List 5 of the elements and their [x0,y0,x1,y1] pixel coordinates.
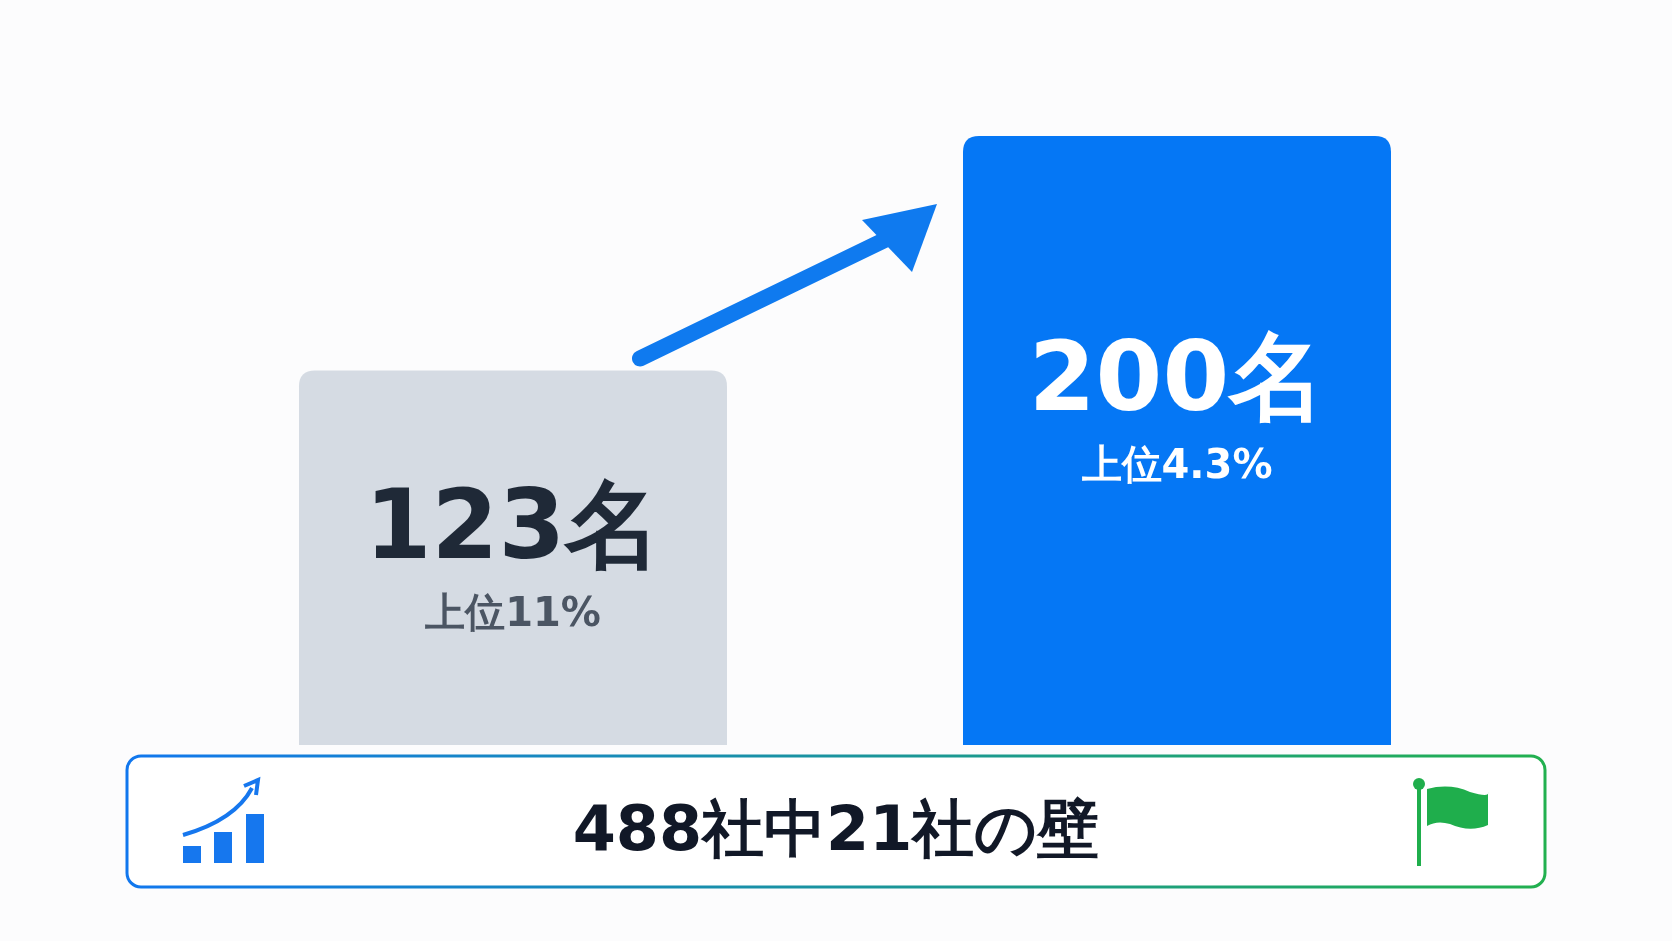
text: 488社中21社の壁 [572,792,1100,865]
data-label: 200名 [1028,321,1326,434]
annotation: 上位4.3% [1081,441,1273,488]
annotation: 上位11% [425,588,601,635]
data-label: 123名 [364,468,662,581]
